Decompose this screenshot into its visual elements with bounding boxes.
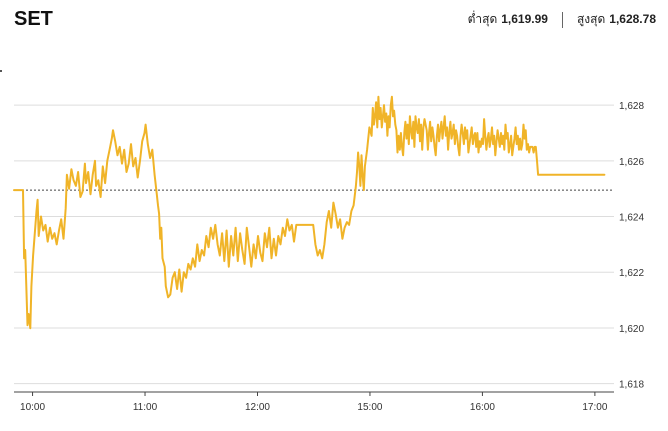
x-tick-label: 10:00 xyxy=(20,402,45,413)
y-tick-label: 1,620 xyxy=(619,324,644,335)
left-edge-marker xyxy=(0,70,2,72)
y-tick-label: 1,624 xyxy=(619,213,644,224)
chart-title: SET xyxy=(14,8,53,30)
x-axis xyxy=(14,391,614,396)
x-tick-label: 11:00 xyxy=(133,402,158,413)
grid-lines xyxy=(14,104,614,385)
x-tick-label: 16:00 xyxy=(470,402,495,413)
day-range-stats: ต่ำสุด 1,619.99 สูงสุด 1,628.78 xyxy=(468,10,656,29)
y-axis-labels: 1,618 1,620 1,622 1,624 1,626 1,628 xyxy=(619,101,644,391)
y-tick-label: 1,626 xyxy=(619,157,644,168)
stats-divider xyxy=(561,11,563,28)
day-high: สูงสุด 1,628.78 xyxy=(577,10,656,29)
x-tick-label: 17:00 xyxy=(582,402,607,413)
x-tick-label: 12:00 xyxy=(245,402,270,413)
series-layer xyxy=(13,95,606,330)
set-index-line xyxy=(13,95,606,330)
day-low-value: 1,619.99 xyxy=(501,12,548,26)
x-axis-labels: 10:00 11:00 12:00 15:00 16:00 17:00 xyxy=(20,402,608,413)
day-high-label: สูงสุด xyxy=(576,12,606,26)
y-tick-label: 1,622 xyxy=(619,268,644,279)
y-tick-label: 1,618 xyxy=(619,380,644,391)
y-tick-label: 1,628 xyxy=(619,101,644,112)
day-low: ต่ำสุด 1,619.99 xyxy=(468,10,548,29)
x-tick-label: 15:00 xyxy=(357,402,382,413)
day-low-label: ต่ำสุด xyxy=(467,12,498,26)
day-high-value: 1,628.78 xyxy=(609,12,656,26)
